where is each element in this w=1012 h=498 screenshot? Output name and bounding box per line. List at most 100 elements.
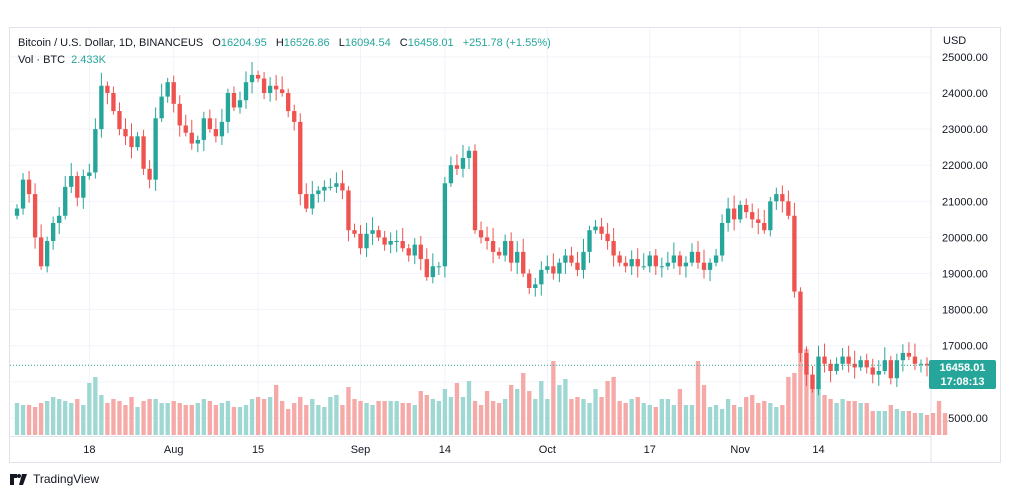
volume-bar (569, 399, 574, 435)
volume-bar (864, 403, 869, 435)
y-tick-label: 21000.00 (942, 196, 988, 208)
y-tick-label: 24000.00 (942, 88, 988, 100)
volume-bar (846, 401, 851, 435)
volume-bar (213, 405, 219, 435)
volume-label[interactable]: Vol · BTC (18, 54, 66, 66)
volume-bar (189, 405, 194, 435)
volume-bar (478, 405, 484, 435)
volume-bar (237, 407, 243, 435)
candle-body (364, 233, 369, 249)
candle-body (207, 118, 213, 130)
last-price-value: 16458.01 (939, 362, 986, 374)
volume-bar (798, 353, 803, 435)
candle-body (539, 269, 544, 285)
candle-body (225, 92, 231, 122)
volume-bar (448, 397, 454, 435)
candle-body (153, 118, 158, 180)
candle-body (75, 176, 80, 198)
volume-bar (316, 405, 321, 435)
volume-bar (677, 389, 683, 435)
candle-body (310, 194, 315, 209)
volume-bar (442, 389, 448, 435)
volume-bar (412, 405, 417, 435)
candle-body (400, 241, 405, 249)
volume-bar (774, 407, 779, 435)
candle-body (273, 85, 279, 90)
volume-bar (255, 397, 261, 435)
volume-bar (641, 403, 646, 435)
volume-bar (762, 401, 767, 435)
currency-label[interactable]: USD (943, 35, 967, 47)
volume-bar (942, 413, 948, 435)
volume-value: 2.433K (71, 54, 106, 66)
volume-bar (617, 401, 622, 435)
symbol-legend: Bitcoin / U.S. Dollar, 1D, BINANCEUS O16… (18, 35, 551, 51)
y-tick-label: 15000.00 (942, 413, 988, 425)
candle-body (406, 248, 411, 256)
candle-body (725, 208, 731, 223)
y-tick-label: 25000.00 (942, 52, 988, 64)
volume-bar (545, 399, 550, 435)
candle-body (171, 82, 176, 104)
volume-bar (123, 405, 128, 435)
candle-body (509, 241, 514, 263)
volume-bar (828, 399, 833, 435)
tradingview-logo[interactable]: TradingView (10, 472, 99, 486)
candle-body (298, 121, 303, 195)
candle-body (261, 78, 267, 93)
candle-body (201, 118, 206, 140)
volume-bar (44, 401, 50, 435)
candle-body (906, 352, 912, 357)
candle-body (382, 237, 387, 245)
volume-bar (750, 395, 755, 435)
candle-body (195, 139, 200, 144)
candle-body (231, 92, 237, 108)
candle-body (593, 226, 598, 231)
candle-body (358, 233, 363, 249)
candle-body (20, 179, 26, 209)
candle-body (731, 208, 737, 220)
candle-body (370, 230, 375, 234)
volume-bar (219, 403, 225, 435)
candle-body (629, 259, 634, 267)
candle-body (852, 363, 857, 368)
candle-body (141, 136, 146, 169)
candle-body (569, 255, 574, 263)
volume-bar (599, 397, 604, 435)
volume-bar (521, 373, 526, 435)
high-value: 16526.86 (283, 37, 330, 49)
volume-bar (888, 405, 893, 435)
symbol-title[interactable]: Bitcoin / U.S. Dollar, 1D, BINANCEUS (18, 37, 204, 49)
volume-bar (195, 403, 200, 435)
volume-bar (653, 407, 658, 435)
volume-bar (346, 387, 351, 435)
candle-body (496, 251, 502, 256)
volume-bar (376, 401, 381, 435)
volume-bar (822, 395, 827, 435)
x-tick-label: 14 (812, 444, 824, 456)
candle-body (334, 183, 339, 187)
candle-body (599, 226, 604, 234)
volume-bar (304, 405, 309, 435)
candle-body (147, 168, 152, 180)
volume-bar (57, 399, 62, 435)
volume-bar (786, 377, 791, 435)
volume-bar (370, 405, 375, 435)
tradingview-icon (10, 473, 27, 485)
candle-body (822, 356, 827, 364)
volume-bar (611, 377, 616, 435)
candle-body (527, 273, 532, 288)
y-tick-label: 22000.00 (942, 160, 988, 172)
volume-bar (267, 397, 273, 435)
candle-body (864, 360, 869, 368)
volume-bar (424, 395, 429, 435)
candle-body (424, 259, 429, 278)
candle-body (280, 89, 285, 93)
candle-body (63, 186, 68, 216)
volume-bar (20, 405, 26, 435)
volume-bar (515, 389, 520, 435)
volume-bar (418, 391, 423, 435)
volume-bar (298, 397, 303, 435)
volume-bar (816, 385, 821, 435)
